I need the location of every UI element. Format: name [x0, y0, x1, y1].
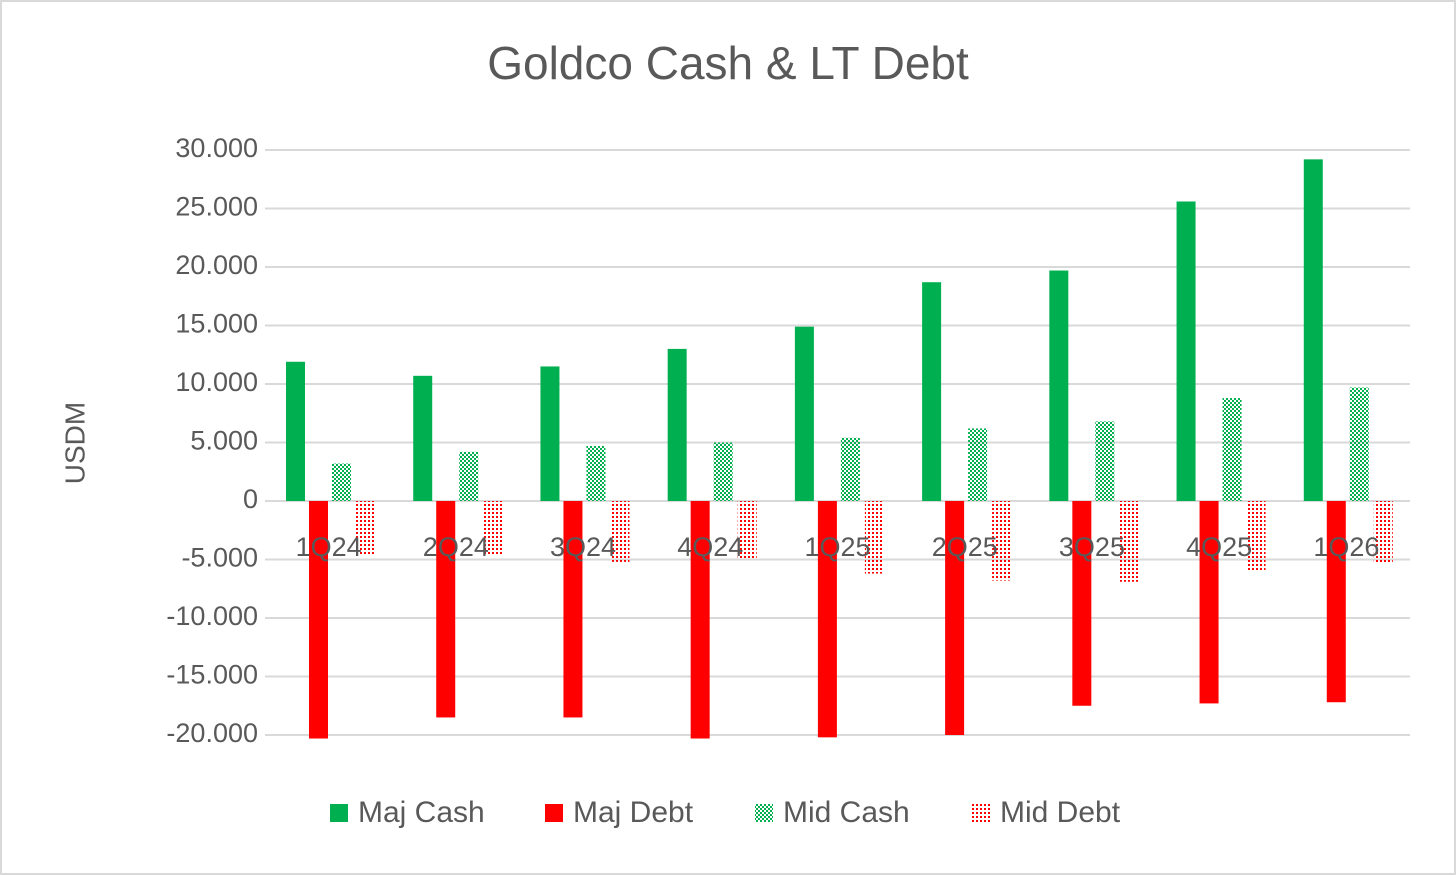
x-tick-label: 2Q25	[932, 532, 998, 562]
y-tick-label: -20.000	[166, 718, 258, 748]
bar	[690, 501, 710, 739]
bar	[459, 451, 479, 501]
x-tick-label: 4Q24	[677, 532, 743, 562]
bar	[309, 501, 328, 739]
legend-label: Maj Cash	[358, 796, 485, 829]
bar	[945, 501, 965, 735]
bar	[1222, 398, 1242, 501]
y-tick-label: -15.000	[166, 660, 258, 690]
y-tick-label: 15.000	[175, 309, 258, 339]
legend-label: Mid Cash	[783, 796, 910, 829]
legend-swatch	[330, 804, 348, 822]
x-tick-label: 3Q24	[550, 532, 616, 562]
bar	[922, 282, 942, 501]
legend-label: Mid Debt	[1000, 796, 1121, 829]
bar	[1072, 501, 1092, 706]
y-tick-label: -5.000	[181, 543, 258, 573]
bar	[817, 501, 837, 738]
bar	[1246, 501, 1266, 572]
legend-swatch	[755, 804, 773, 822]
bar	[356, 501, 375, 555]
y-tick-label: 25.000	[175, 192, 258, 222]
bar	[864, 501, 884, 574]
x-tick-label: 2Q24	[423, 532, 489, 562]
bar	[563, 501, 583, 718]
x-tick-label: 4Q25	[1186, 532, 1252, 562]
bar	[968, 428, 988, 501]
chart-title: Goldco Cash & LT Debt	[487, 37, 969, 89]
legend-swatch	[972, 804, 990, 822]
bar	[332, 463, 351, 501]
bar	[992, 501, 1012, 581]
bar	[667, 348, 687, 501]
bar	[540, 366, 560, 501]
y-tick-label: 5.000	[190, 426, 258, 456]
x-tick-label: 1Q25	[804, 532, 870, 562]
bar	[610, 501, 630, 562]
bar	[586, 446, 606, 501]
y-tick-label: 0	[243, 484, 258, 514]
y-tick-label: -10.000	[166, 601, 258, 631]
bar	[713, 442, 733, 501]
bar	[840, 437, 860, 501]
bar	[483, 501, 503, 555]
y-axis-label: USDM	[59, 402, 90, 484]
y-tick-label: 20.000	[175, 250, 258, 280]
bar	[1095, 421, 1115, 501]
bar	[1349, 387, 1369, 501]
y-tick-label: 10.000	[175, 367, 258, 397]
y-tick-label: 30.000	[175, 133, 258, 163]
legend-label: Maj Debt	[573, 796, 694, 829]
bar	[1373, 501, 1393, 564]
legend-swatch	[545, 804, 563, 822]
bar	[413, 375, 433, 501]
bar	[1176, 201, 1196, 502]
bar	[436, 501, 456, 718]
bar	[1199, 501, 1219, 704]
bar	[794, 326, 814, 501]
bar	[1326, 501, 1346, 703]
bar	[1119, 501, 1139, 582]
bar	[1303, 159, 1323, 502]
bar	[1049, 270, 1069, 501]
x-tick-label: 1Q26	[1313, 532, 1379, 562]
x-tick-label: 1Q24	[296, 532, 362, 562]
x-tick-label: 3Q25	[1059, 532, 1125, 562]
bar	[737, 501, 757, 560]
bar	[286, 361, 305, 501]
